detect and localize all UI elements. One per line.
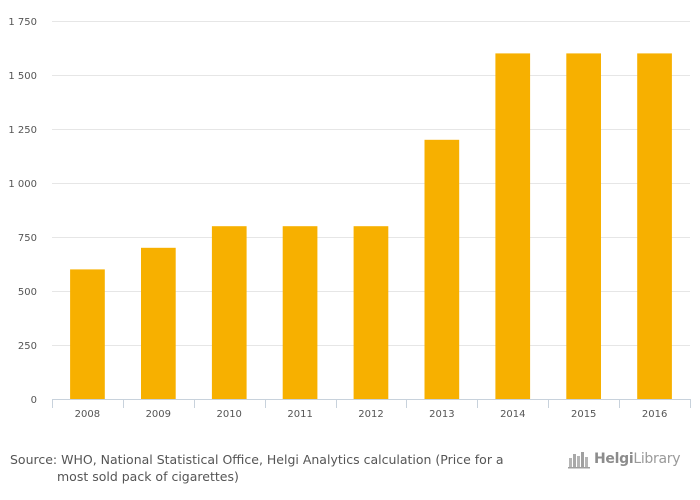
x-tick-label: 2012 bbox=[358, 409, 383, 420]
x-tick-label: 2009 bbox=[146, 409, 171, 420]
bar-2008 bbox=[70, 269, 105, 399]
source-line-2: most sold pack of cigarettes) bbox=[57, 469, 239, 484]
x-tick-label: 2015 bbox=[571, 409, 596, 420]
x-tick-label: 2011 bbox=[287, 409, 312, 420]
source-line-1: Source: WHO, National Statistical Office… bbox=[10, 452, 504, 467]
x-tick-label: 2016 bbox=[642, 409, 667, 420]
x-tick-label: 2013 bbox=[429, 409, 454, 420]
bar-2015 bbox=[566, 53, 601, 400]
bar-2012 bbox=[353, 226, 389, 399]
helgi-library-logo: HelgiLibrary bbox=[568, 449, 681, 469]
y-tick-label: 1 250 bbox=[8, 125, 37, 136]
y-tick-label: 1 750 bbox=[8, 17, 37, 28]
x-tick-label: 2014 bbox=[500, 409, 525, 420]
y-tick-label: 1 500 bbox=[8, 71, 37, 82]
bar-2010 bbox=[211, 226, 247, 399]
source-note: Source: WHO, National Statistical Office… bbox=[10, 451, 530, 485]
bar-2013 bbox=[424, 139, 460, 400]
logo-text: HelgiLibrary bbox=[594, 451, 681, 467]
bar-2014 bbox=[495, 53, 531, 400]
x-tick-label: 2010 bbox=[216, 409, 241, 420]
y-tick-label: 250 bbox=[18, 341, 37, 352]
bar-2016 bbox=[637, 53, 672, 400]
bars bbox=[70, 53, 672, 400]
y-axis-ticks: 0 250 500 750 1 000 1 250 1 500 1 750 bbox=[8, 17, 37, 406]
y-tick-label: 1 000 bbox=[8, 179, 37, 190]
y-tick-label: 0 bbox=[31, 395, 37, 406]
y-tick-label: 750 bbox=[18, 233, 37, 244]
bar-2011 bbox=[282, 226, 318, 399]
logo-text-part1: Helgi bbox=[594, 451, 634, 467]
x-axis: 2008 2009 2010 2011 2012 2013 2014 2015 2016 bbox=[52, 399, 691, 420]
helgi-library-logo-icon bbox=[568, 452, 590, 469]
bar-2009 bbox=[141, 247, 176, 399]
y-tick-label: 500 bbox=[18, 287, 37, 298]
logo-text-part2: Library bbox=[633, 451, 681, 467]
x-tick-label: 2008 bbox=[75, 409, 100, 420]
